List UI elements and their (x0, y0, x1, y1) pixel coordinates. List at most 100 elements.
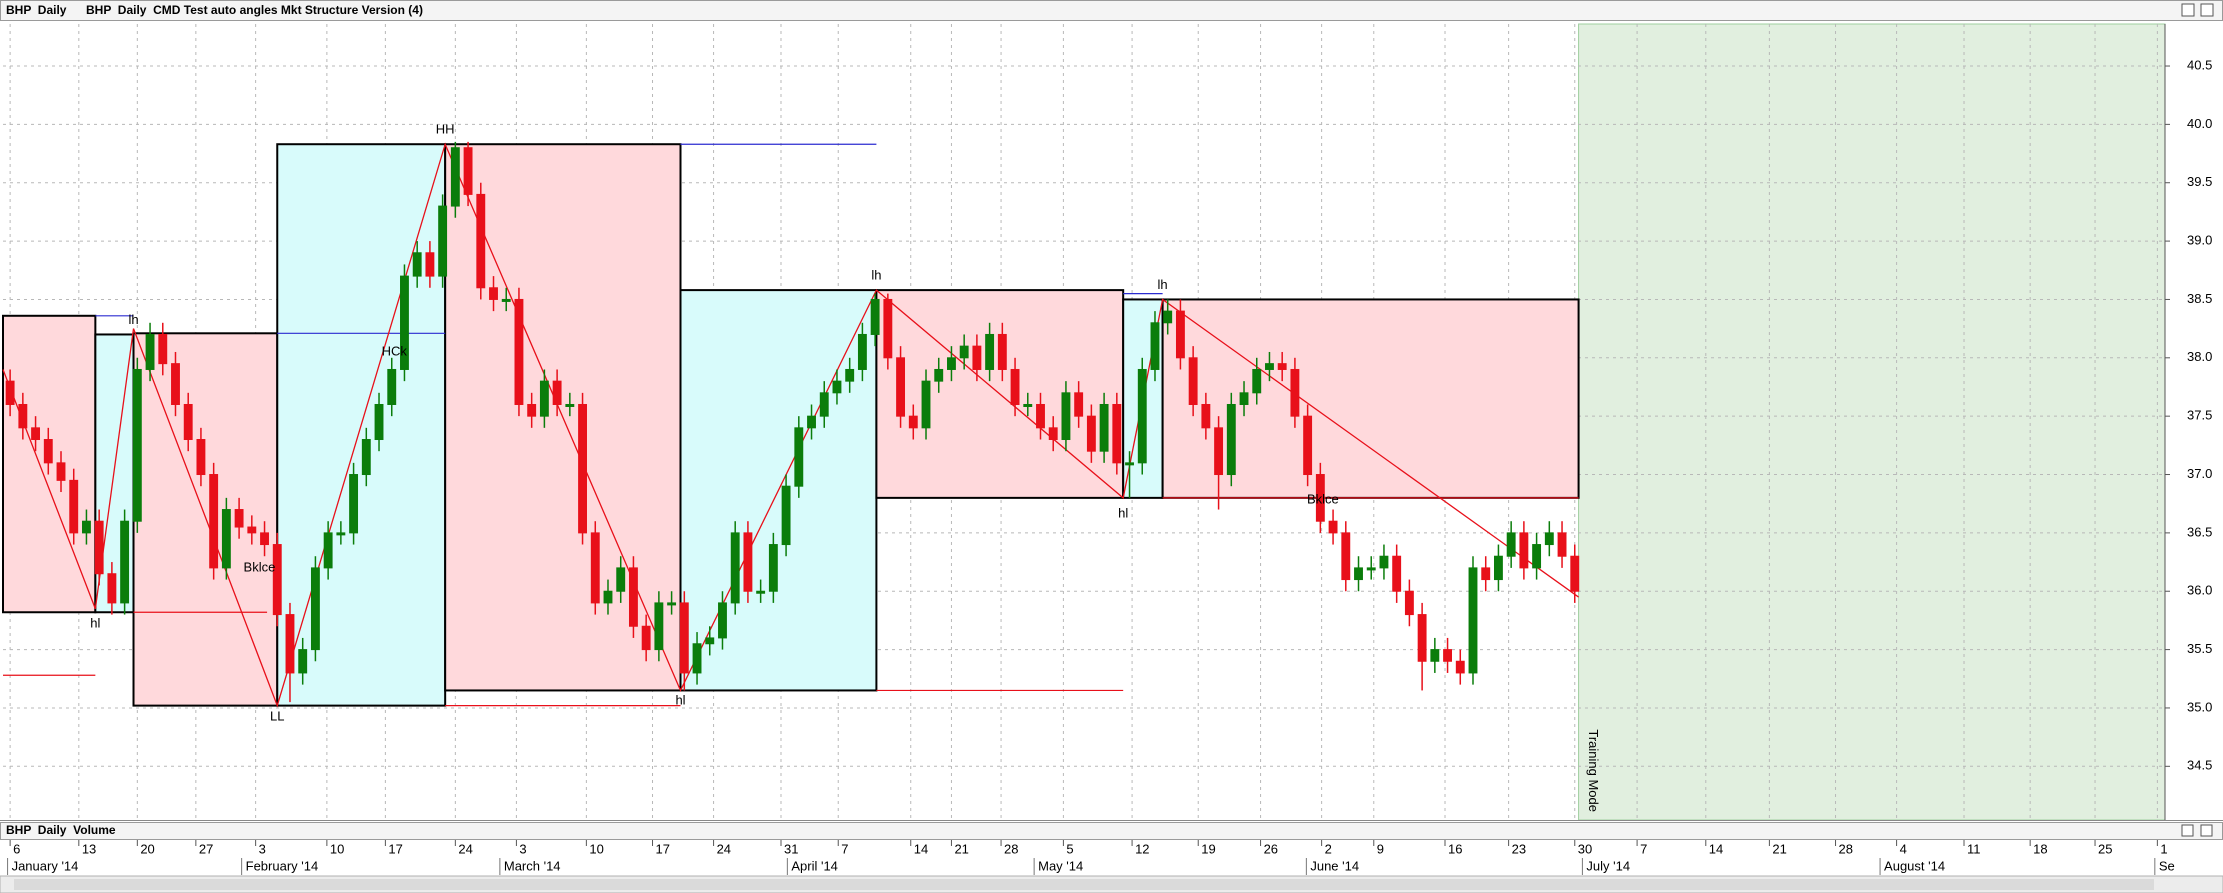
month-label: February '14 (246, 858, 319, 873)
annotation: hl (90, 615, 100, 630)
candle-body (336, 532, 346, 536)
x-tick-label: 27 (199, 841, 213, 856)
candle-body (845, 368, 855, 382)
x-tick-label: 4 (1900, 841, 1907, 856)
candle-body (1061, 392, 1071, 441)
y-tick-label: 39.0 (2187, 233, 2212, 248)
candle-body (285, 614, 295, 674)
candle-body (476, 193, 486, 289)
x-tick-label: 24 (458, 841, 472, 856)
candle-body (69, 479, 79, 534)
candle-body (1570, 555, 1580, 592)
pane-close-button[interactable] (2200, 824, 2213, 837)
candle-body (616, 567, 626, 592)
y-tick-label: 38.5 (2187, 291, 2212, 306)
candle-body (1557, 532, 1567, 557)
x-tick-label: 6 (13, 841, 20, 856)
x-tick-label: 25 (2098, 841, 2112, 856)
x-tick-label: 30 (1578, 841, 1592, 856)
candle-body (679, 602, 689, 674)
x-tick-label: 26 (1264, 841, 1278, 856)
candle-body (1392, 555, 1402, 592)
candle-body (985, 333, 995, 370)
x-tick-label: 17 (388, 841, 402, 856)
candle-body (1328, 520, 1338, 534)
y-tick-label: 35.5 (2187, 641, 2212, 656)
candle-body (514, 298, 524, 405)
candle-body (1036, 403, 1045, 429)
structure-zone (2, 314, 97, 614)
candle-body (743, 532, 753, 592)
x-tick-label: 18 (2033, 841, 2047, 856)
candle-body (247, 526, 257, 534)
volume-pane-bar (0, 822, 2223, 840)
scrollbar-thumb[interactable] (14, 879, 2154, 890)
candle-body (1188, 357, 1198, 405)
candle-body (832, 380, 842, 394)
candle-body (527, 403, 537, 417)
x-tick-label: 7 (1640, 841, 1647, 856)
y-tick-label: 36.0 (2187, 583, 2212, 598)
candle-body (972, 345, 982, 370)
candle-body (450, 147, 460, 207)
x-tick-label: 3 (519, 841, 526, 856)
annotation: hl (675, 692, 685, 707)
candle-body (565, 403, 575, 407)
candle-body (1341, 532, 1351, 581)
y-tick-label: 37.0 (2187, 466, 2212, 481)
month-label: August '14 (1884, 858, 1945, 873)
candle-body (221, 509, 231, 569)
month-label: March '14 (504, 858, 561, 873)
x-tick-label: 21 (1772, 841, 1786, 856)
pane-maximize-button[interactable] (2181, 824, 2194, 837)
y-tick-label: 35.0 (2187, 699, 2212, 714)
x-tick-label: 13 (82, 841, 96, 856)
close-button[interactable] (2200, 3, 2214, 17)
candle-body (361, 439, 371, 476)
candle-body (794, 427, 804, 487)
candle-body (260, 532, 269, 546)
candle-body (1048, 427, 1058, 441)
x-tick-label: 28 (1004, 841, 1018, 856)
candle-body (1417, 614, 1427, 662)
x-tick-label: 14 (1709, 841, 1723, 856)
candle-body (183, 403, 193, 441)
candle-body (1214, 427, 1224, 476)
candle-body (158, 333, 168, 365)
candle-body (489, 287, 498, 300)
y-tick-label: 40.5 (2187, 57, 2212, 72)
candle-body (896, 357, 906, 417)
annotation: Bklce (1307, 492, 1339, 507)
annotation: HH (436, 122, 455, 137)
candle-body (1239, 392, 1249, 405)
candle-body (1150, 322, 1160, 370)
candle-body (412, 252, 422, 277)
volume-pane-title: BHP Daily Volume (6, 823, 116, 837)
candle-body (730, 532, 740, 604)
x-tick-label: 28 (1839, 841, 1853, 856)
chart-title: BHP Daily (6, 3, 67, 17)
candle-body (590, 532, 600, 604)
candle-body (107, 573, 117, 604)
candle-body (1532, 544, 1542, 569)
chart-subtitle: BHP Daily CMD Test auto angles Mkt Struc… (86, 3, 423, 17)
candle-body (1226, 403, 1236, 476)
plot-area: 34.5 35.0 35.5 36.0 36.5 37.0 37.5 38.0 38.5 39.0… (0, 23, 2223, 875)
y-tick-label: 34.5 (2187, 758, 2212, 773)
candle-body (438, 205, 448, 277)
candle-body (1315, 474, 1325, 522)
x-tick-label: 17 (656, 841, 670, 856)
candle-body (667, 602, 677, 606)
candle-body (425, 252, 435, 277)
candle-body (1404, 590, 1414, 616)
candle-body (1023, 403, 1033, 407)
candle-body (56, 462, 66, 481)
maximize-button[interactable] (2181, 3, 2195, 17)
candle-body (5, 380, 15, 405)
candle-body (1366, 567, 1376, 571)
candle-body (463, 147, 473, 195)
x-tick-label: 11 (1967, 841, 1981, 856)
annotation: LL (270, 709, 284, 724)
month-label: April '14 (791, 858, 838, 873)
